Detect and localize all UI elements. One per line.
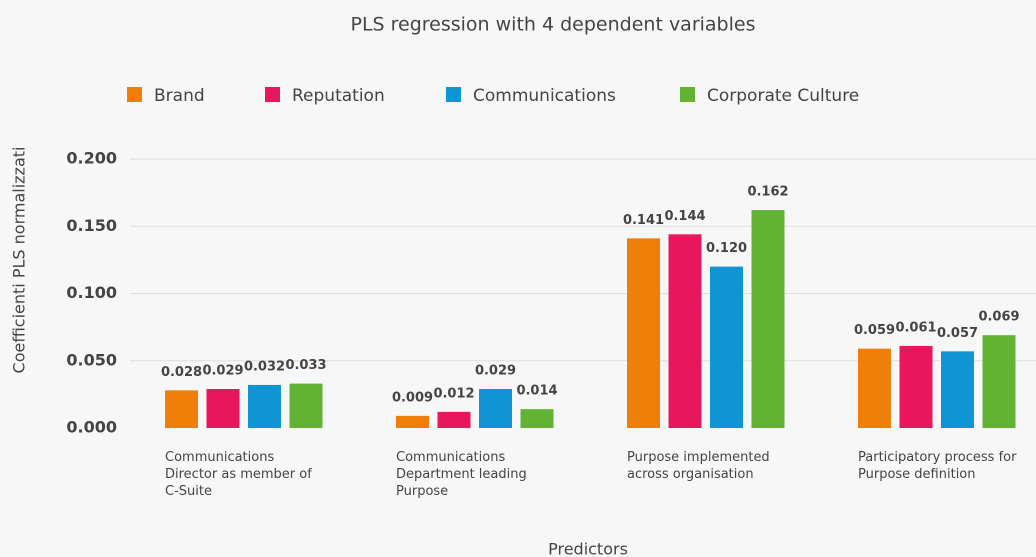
- legend-label: Reputation: [292, 86, 385, 106]
- data-label: 0.014: [516, 384, 557, 399]
- legend-label: Communications: [473, 86, 616, 106]
- data-label: 0.029: [202, 363, 243, 378]
- legend-swatch: [265, 87, 280, 102]
- legend-swatch: [127, 87, 142, 102]
- bar: [437, 411, 471, 428]
- data-label: 0.029: [475, 363, 516, 378]
- data-label: 0.032: [244, 359, 285, 374]
- y-tick-label: 0.000: [66, 418, 117, 437]
- data-label: 0.144: [664, 209, 705, 224]
- data-label: 0.141: [623, 213, 664, 228]
- data-label: 0.061: [895, 320, 936, 335]
- data-label: 0.069: [978, 310, 1019, 325]
- data-label: 0.120: [706, 241, 747, 256]
- bar: [520, 409, 554, 428]
- bar: [858, 348, 891, 428]
- chart-title: PLS regression with 4 dependent variable…: [350, 14, 755, 36]
- bar: [248, 384, 281, 428]
- bar: [982, 335, 1016, 428]
- bar: [941, 351, 974, 428]
- x-tick-label: Communications Department leading Purpos…: [396, 450, 527, 499]
- legend-swatch: [680, 87, 695, 102]
- bar: [751, 210, 785, 428]
- data-label: 0.162: [747, 185, 788, 200]
- bar: [206, 388, 240, 428]
- x-tick-label: Purpose implemented across organisation: [627, 450, 770, 482]
- bar: [165, 390, 198, 428]
- bar: [289, 383, 323, 428]
- y-axis-title: Coefficienti PLS normalizzati: [10, 147, 29, 374]
- data-label: 0.033: [285, 358, 326, 373]
- bar: [710, 266, 743, 428]
- x-axis-title: Predictors: [548, 540, 628, 557]
- y-tick-label: 0.150: [66, 216, 117, 235]
- legend-label: Corporate Culture: [707, 86, 859, 106]
- data-label: 0.059: [854, 323, 895, 338]
- data-label: 0.028: [161, 365, 202, 380]
- legend-label: Brand: [154, 86, 205, 106]
- bar: [479, 388, 512, 428]
- data-label: 0.012: [433, 386, 474, 401]
- bar: [396, 415, 429, 428]
- bar: [899, 345, 933, 428]
- y-tick-label: 0.100: [66, 283, 117, 302]
- legend-swatch: [446, 87, 461, 102]
- x-tick-label: Participatory process for Purpose defini…: [858, 450, 1017, 482]
- y-tick-label: 0.050: [66, 350, 117, 369]
- data-label: 0.057: [937, 326, 978, 341]
- bar: [668, 234, 702, 428]
- data-label: 0.009: [392, 390, 433, 405]
- y-tick-label: 0.200: [66, 149, 117, 168]
- x-tick-label: Communications Director as member of C-S…: [165, 450, 312, 499]
- bar: [627, 238, 660, 428]
